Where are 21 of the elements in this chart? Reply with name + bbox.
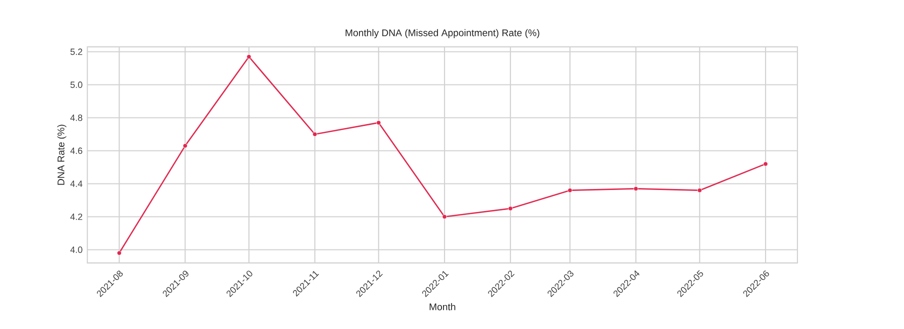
point [508, 206, 513, 211]
x-axis-title: Month [430, 303, 456, 310]
point [116, 250, 122, 256]
point [697, 188, 702, 193]
point [442, 214, 447, 220]
point [246, 54, 252, 60]
y-tick-label: 5.2 [70, 48, 82, 56]
y-tick-label: 4.0 [70, 246, 82, 254]
point [376, 120, 381, 126]
y-tick-label: 4.4 [70, 180, 82, 188]
y-tick-label: 4.2 [70, 214, 82, 220]
y-tick-label: 4.8 [70, 114, 82, 122]
point [182, 144, 188, 148]
y-tick-label: 5.0 [70, 82, 82, 88]
y-tick-label: 4.6 [70, 148, 82, 154]
chart-title: Monthly DNA (Missed Appointment) Rate (%) [346, 29, 540, 38]
point [763, 162, 768, 166]
y-axis-title: DNA Rate (%) [57, 124, 66, 185]
point [312, 132, 318, 137]
point [568, 188, 572, 193]
point [634, 186, 638, 192]
